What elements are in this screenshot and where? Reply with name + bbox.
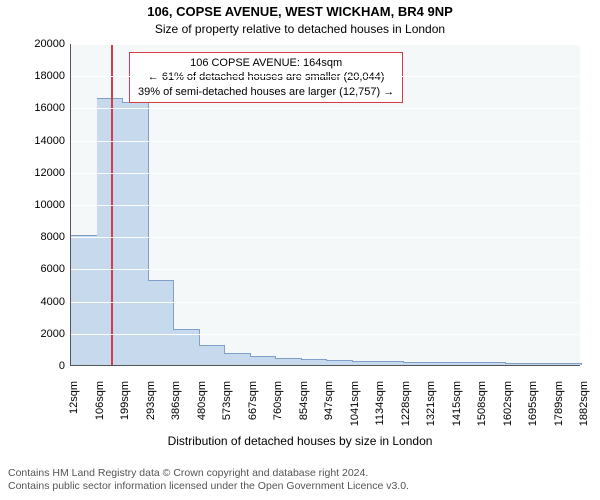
gridline [71, 173, 580, 174]
x-tick-label: 573sqm [221, 381, 233, 431]
y-tick-label: 0 [59, 360, 65, 372]
x-tick-label: 1695sqm [527, 381, 539, 431]
histogram-bar [377, 361, 404, 365]
histogram-bar [530, 363, 557, 365]
y-tick-label: 14000 [34, 135, 65, 147]
footer: Contains HM Land Registry data © Crown c… [8, 467, 409, 494]
x-tick-label: 947sqm [323, 381, 335, 431]
x-tick-label: 199sqm [119, 381, 131, 431]
x-tick-label: 1415sqm [451, 381, 463, 431]
x-tick-label: 1228sqm [400, 381, 412, 431]
y-tick-label: 8000 [41, 231, 65, 243]
x-tick-label: 293sqm [145, 381, 157, 431]
gridline [71, 44, 580, 45]
y-tick-label: 10000 [34, 199, 65, 211]
histogram-bar [71, 235, 98, 365]
page-root: 106, COPSE AVENUE, WEST WICKHAM, BR4 9NP… [0, 0, 600, 500]
gridline [71, 237, 580, 238]
x-tick-label: 1041sqm [349, 381, 361, 431]
histogram-bar [250, 356, 277, 365]
y-tick-label: 20000 [34, 38, 65, 50]
gridline [71, 302, 580, 303]
histogram-bar [97, 98, 124, 365]
histogram-bar [403, 362, 430, 365]
x-tick-label: 1882sqm [578, 381, 590, 431]
x-axis-label: Distribution of detached houses by size … [0, 434, 600, 448]
x-tick-label: 1789sqm [553, 381, 565, 431]
x-tick-label: 1321sqm [425, 381, 437, 431]
histogram-bar [301, 359, 328, 365]
gridline [71, 76, 580, 77]
footer-line-1: Contains HM Land Registry data © Crown c… [8, 467, 409, 481]
info-line-1: 106 COPSE AVENUE: 164sqm [138, 56, 394, 70]
gridline [71, 141, 580, 142]
x-tick-label: 854sqm [298, 381, 310, 431]
y-tick-label: 18000 [34, 70, 65, 82]
histogram-bar [199, 345, 226, 365]
x-tick-label: 480sqm [196, 381, 208, 431]
histogram-bar [428, 362, 455, 365]
x-tick-label: 1602sqm [502, 381, 514, 431]
y-tick-label: 6000 [41, 263, 65, 275]
histogram-bar [224, 353, 251, 365]
gridline [71, 205, 580, 206]
x-tick-label: 760sqm [272, 381, 284, 431]
gridline [71, 108, 580, 109]
y-tick-label: 4000 [41, 296, 65, 308]
histogram-bar [479, 362, 506, 365]
x-tick-label: 12sqm [68, 381, 80, 431]
highlight-info-box: 106 COPSE AVENUE: 164sqm ← 61% of detach… [129, 52, 403, 103]
page-subtitle: Size of property relative to detached ho… [0, 22, 600, 36]
gridline [71, 269, 580, 270]
x-tick-label: 106sqm [94, 381, 106, 431]
x-tick-label: 386sqm [170, 381, 182, 431]
info-line-3: 39% of semi-detached houses are larger (… [138, 85, 394, 99]
x-axis-ticks: 12sqm 106sqm 199sqm 293sqm 386sqm 480sqm 573sq… [70, 367, 580, 437]
x-tick-label: 1508sqm [476, 381, 488, 431]
info-line-2: ← 61% of detached houses are smaller (20… [138, 70, 394, 84]
gridline [71, 334, 580, 335]
y-tick-label: 2000 [41, 328, 65, 340]
histogram-plot-area: 106 COPSE AVENUE: 164sqm ← 61% of detach… [70, 44, 580, 366]
histogram-bar [352, 361, 379, 365]
histogram-bar [326, 360, 353, 365]
histogram-bar [148, 280, 175, 365]
histogram-bar [454, 362, 481, 365]
y-tick-label: 12000 [34, 167, 65, 179]
page-title: 106, COPSE AVENUE, WEST WICKHAM, BR4 9NP [0, 4, 600, 19]
footer-line-2: Contains public sector information licen… [8, 480, 409, 494]
histogram-bar [505, 363, 532, 365]
histogram-bar [275, 358, 302, 365]
histogram-bar [556, 363, 583, 365]
x-tick-label: 1134sqm [374, 381, 386, 431]
y-tick-label: 16000 [34, 102, 65, 114]
x-tick-label: 667sqm [247, 381, 259, 431]
